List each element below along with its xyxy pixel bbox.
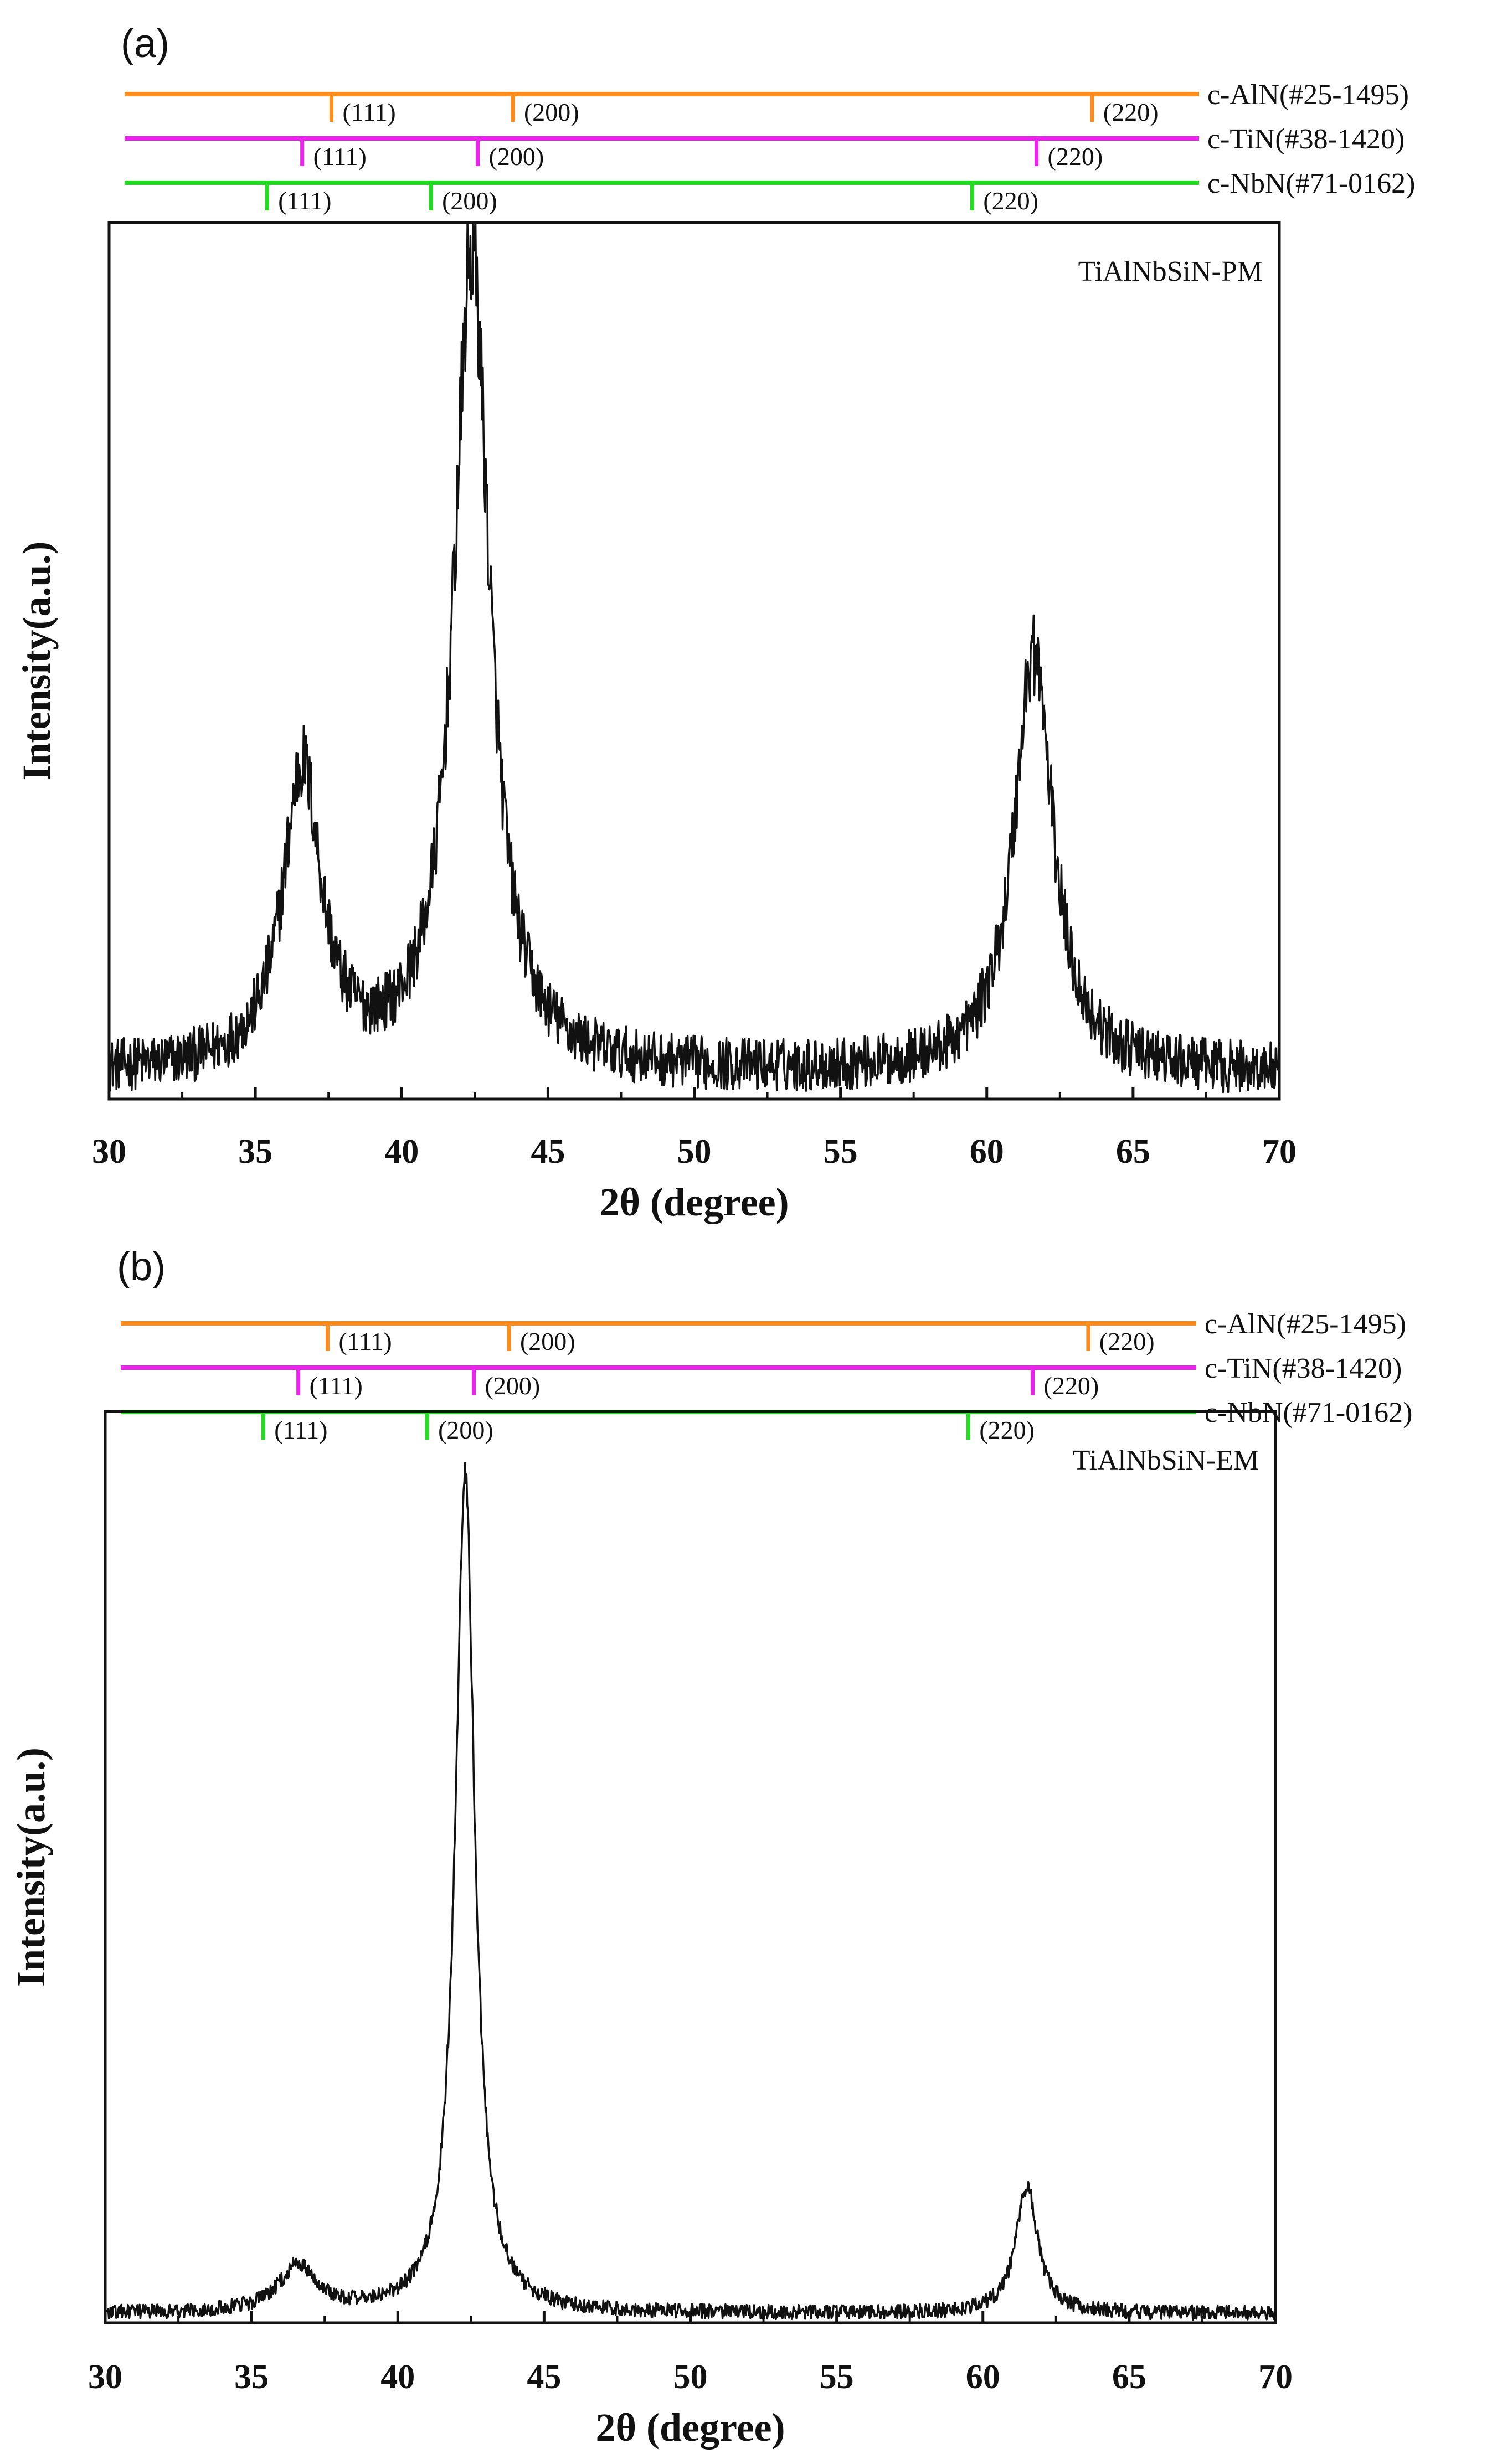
reference-name: c-TiN(#38-1420) <box>1207 123 1405 155</box>
hkl-label: (220) <box>979 1416 1035 1444</box>
x-tick-label: 60 <box>966 2358 1000 2396</box>
xrd-pattern-line <box>104 1462 1277 2321</box>
hkl-label: (111) <box>342 98 395 126</box>
hkl-label: (220) <box>1103 98 1159 126</box>
x-tick-label: 30 <box>92 1133 126 1171</box>
hkl-label: (111) <box>313 142 367 171</box>
x-tick-label: 60 <box>970 1133 1004 1171</box>
x-tick-label: 45 <box>531 1133 565 1171</box>
reference-pattern: (111) (200) (220) c-NbN(#71-0162) <box>125 168 1415 215</box>
hkl-label: (111) <box>338 1327 392 1355</box>
reference-name: c-NbN(#71-0162) <box>1207 168 1415 199</box>
x-tick-label: 30 <box>88 2358 122 2396</box>
hkl-label: (220) <box>1099 1327 1155 1355</box>
y-axis-label: Intensity(a.u.) <box>14 541 59 780</box>
reference-pattern: (111) (200) (220) c-TiN(#38-1420) <box>121 1353 1402 1400</box>
reference-pattern: (111) (200) (220) c-AlN(#25-1495) <box>125 79 1409 126</box>
hkl-label: (200) <box>524 98 579 126</box>
plot-frame <box>107 221 1281 1101</box>
xrd-panel-b: (b) (111) (200) (220) c-AlN(#25-1495) (111) (2… <box>9 1245 1412 2450</box>
x-axis-label: 2θ (degree) <box>599 1180 789 1224</box>
hkl-label: (200) <box>442 187 497 215</box>
hkl-label: (200) <box>489 142 544 171</box>
sample-label: TiAlNbSiN-PM <box>1078 256 1263 287</box>
hkl-label: (200) <box>438 1416 493 1444</box>
sample-label: TiAlNbSiN-EM <box>1073 1445 1259 1476</box>
hkl-label: (220) <box>983 187 1038 215</box>
x-tick-label: 40 <box>380 2358 415 2396</box>
x-tick-label: 40 <box>384 1133 419 1171</box>
x-tick-label: 65 <box>1112 2358 1146 2396</box>
xrd-panel-a: (a) (111) (200) (220) c-AlN(#25-1495) (111) (2… <box>14 22 1415 1224</box>
panel-label: (b) <box>117 1245 166 1289</box>
panel-label: (a) <box>121 22 169 66</box>
x-tick-label: 35 <box>234 2358 269 2396</box>
hkl-label: (220) <box>1048 142 1103 171</box>
reference-name: c-AlN(#25-1495) <box>1207 79 1409 111</box>
x-tick-label: 35 <box>238 1133 272 1171</box>
x-tick-label: 65 <box>1116 1133 1150 1171</box>
hkl-label: (200) <box>485 1372 541 1400</box>
x-tick-label: 45 <box>527 2358 561 2396</box>
reference-name: c-TiN(#38-1420) <box>1205 1353 1402 1384</box>
reference-pattern: (111) (200) (220) c-AlN(#25-1495) <box>121 1308 1406 1355</box>
x-tick-label: 50 <box>673 2358 708 2396</box>
reference-name: c-AlN(#25-1495) <box>1205 1308 1406 1340</box>
x-tick-label: 70 <box>1262 1133 1297 1171</box>
reference-pattern: (111) (200) (220) c-TiN(#38-1420) <box>125 123 1405 171</box>
hkl-label: (111) <box>278 187 331 215</box>
x-tick-label: 70 <box>1258 2358 1293 2396</box>
hkl-label: (220) <box>1044 1372 1099 1400</box>
hkl-label: (111) <box>310 1372 363 1400</box>
x-axis-label: 2θ (degree) <box>595 2405 785 2450</box>
hkl-label: (200) <box>520 1327 575 1355</box>
hkl-label: (111) <box>274 1416 327 1444</box>
x-tick-label: 55 <box>820 2358 854 2396</box>
plot-frame <box>104 1410 1277 2324</box>
xrd-pattern-line <box>109 221 1280 1094</box>
x-tick-label: 55 <box>824 1133 858 1171</box>
y-axis-label: Intensity(a.u.) <box>9 1748 53 1987</box>
x-tick-label: 50 <box>677 1133 712 1171</box>
reference-pattern: (111) (200) (220)c-NbN(#71-0162) <box>121 1397 1412 1444</box>
